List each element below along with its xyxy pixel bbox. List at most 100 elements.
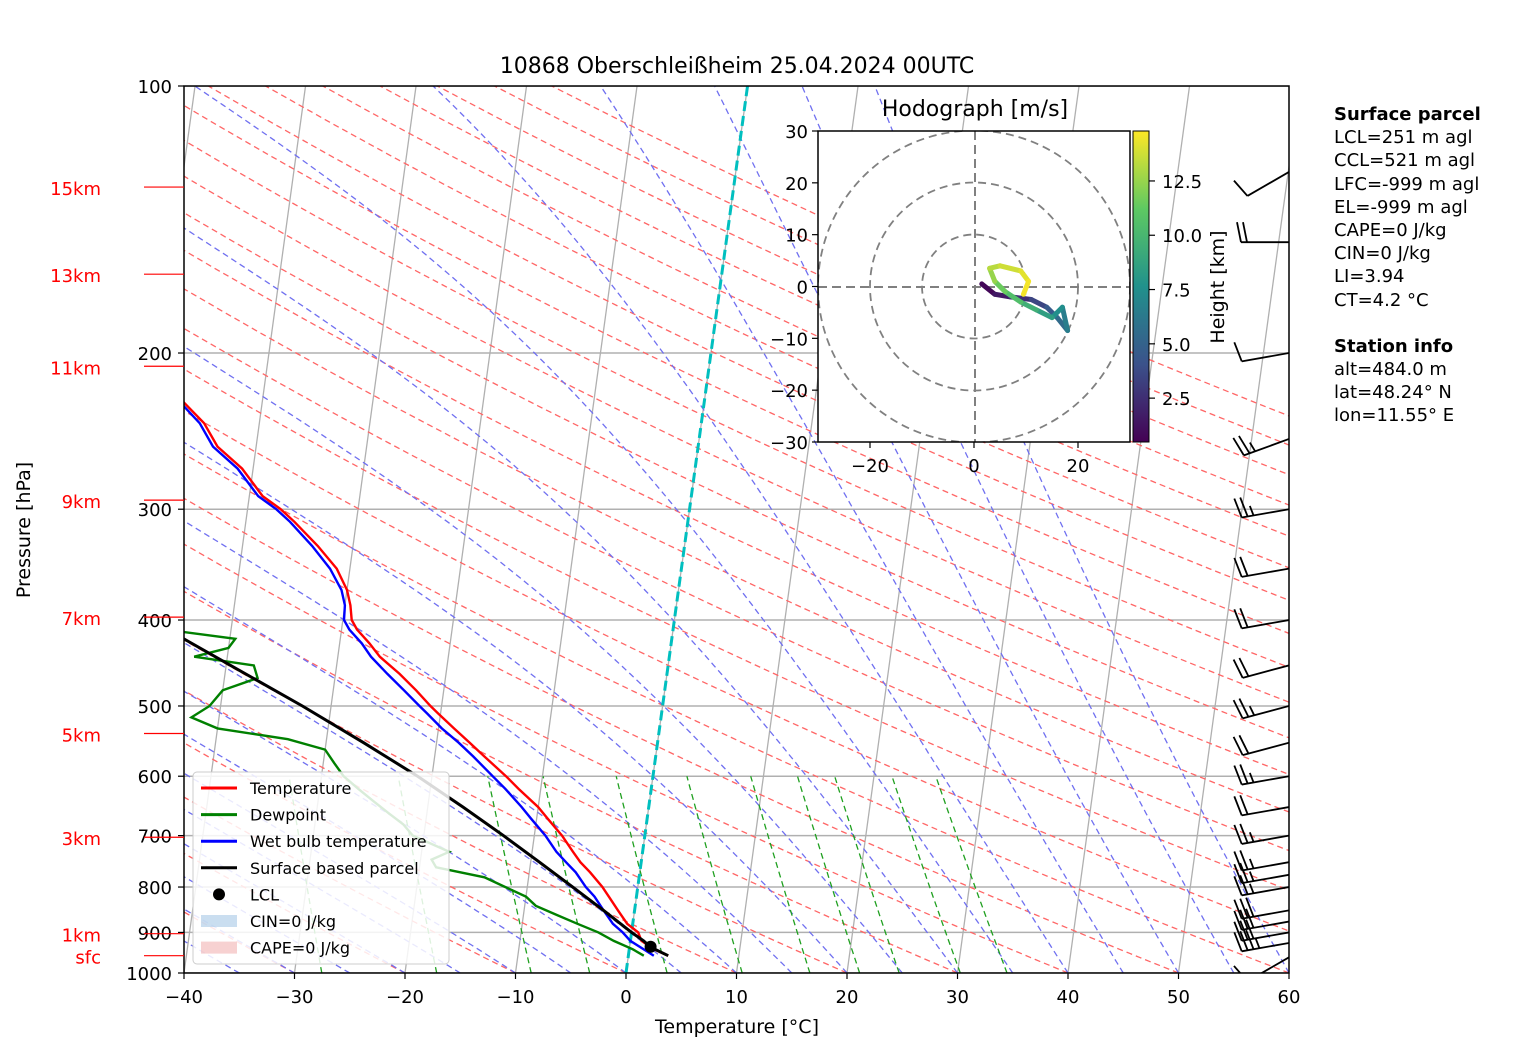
hodograph-x-ticks: −20 0 20 xyxy=(851,442,1089,477)
dry-adiabat xyxy=(184,288,1289,813)
hodograph-title: Hodograph [m/s] xyxy=(882,97,1068,122)
hodograph-segment xyxy=(1059,304,1071,334)
wind-barb xyxy=(1233,956,1289,973)
legend-label: CAPE=0 J/kg xyxy=(250,939,350,958)
wind-barb xyxy=(1232,698,1289,720)
barb-staff xyxy=(1241,834,1289,845)
wind-barb xyxy=(1232,734,1289,756)
dry-adiabat xyxy=(184,212,1289,739)
barb-flag xyxy=(1233,876,1243,896)
parcel-li: LI=3.94 xyxy=(1334,266,1405,288)
mixing-ratio-line xyxy=(834,776,900,973)
wind-barb xyxy=(1233,171,1289,197)
barb-flag xyxy=(1233,965,1242,973)
moist-adiabat xyxy=(184,641,682,973)
height-marker-label: sfc xyxy=(75,948,101,969)
dry-adiabat xyxy=(184,249,1289,776)
dry-adiabat xyxy=(184,175,1289,703)
wind-barb xyxy=(1233,607,1289,630)
dry-adiabat xyxy=(184,327,1289,852)
barb-flag xyxy=(1238,698,1250,718)
moist-adiabat xyxy=(184,908,295,973)
barb-staff xyxy=(1242,664,1289,679)
moist-adiabat xyxy=(184,690,627,973)
hodograph-y-tick-label: −30 xyxy=(770,433,808,454)
barb-flag xyxy=(1239,607,1249,628)
moist-adiabat xyxy=(184,520,793,973)
moist-adiabat xyxy=(874,86,1289,973)
height-marker-label: 11km xyxy=(50,358,101,379)
barb-half-flag xyxy=(1249,871,1255,882)
barb-staff xyxy=(1241,861,1289,872)
info-spacer xyxy=(1334,312,1481,335)
legend-label: Dewpoint xyxy=(250,806,326,825)
moist-adiabat xyxy=(432,86,1069,973)
wet-bulb-line xyxy=(184,404,655,957)
x-tick-label: −40 xyxy=(165,987,203,1008)
barb-flag xyxy=(1233,796,1243,816)
y-tick-label: 500 xyxy=(138,697,172,718)
dry-adiabat xyxy=(436,86,1289,476)
station-info-heading: Station info xyxy=(1334,335,1454,357)
legend-swatch xyxy=(201,941,237,954)
moist-adiabat xyxy=(184,586,737,973)
barb-staff xyxy=(1241,873,1289,885)
barb-half-flag xyxy=(1249,883,1255,894)
hodograph-trace xyxy=(979,263,1071,334)
legend-label: Surface based parcel xyxy=(250,859,419,878)
wind-barb xyxy=(1233,764,1289,786)
height-marker-label: 15km xyxy=(50,179,101,200)
barb-half-flag xyxy=(1249,772,1255,783)
dry-adiabat xyxy=(184,497,1179,973)
hodograph-y-tick-label: −20 xyxy=(770,381,808,402)
barb-staff xyxy=(1243,438,1289,457)
chart-title: 10868 Oberschleißheim 25.04.2024 00UTC xyxy=(500,54,975,79)
barb-flag xyxy=(1238,734,1250,754)
surface-parcel-heading: Surface parcel xyxy=(1334,104,1481,125)
barb-flag xyxy=(1233,899,1243,920)
barb-flag xyxy=(1239,556,1249,577)
x-tick-label: −30 xyxy=(276,987,314,1008)
barb-flag xyxy=(1239,823,1249,844)
barb-half-flag xyxy=(1249,442,1256,452)
legend-label: Temperature xyxy=(249,779,351,798)
barb-half-flag xyxy=(1249,505,1255,516)
hodograph-y-tick-label: 30 xyxy=(785,122,808,143)
height-marker-label: 9km xyxy=(62,492,101,513)
x-tick-label: 50 xyxy=(1167,987,1190,1008)
isotherm-line xyxy=(1067,86,1191,973)
height-marker-label: 1km xyxy=(62,926,101,947)
parcel-info-panel: Surface parcel LCL=251 m agl CCL=521 m a… xyxy=(1334,103,1481,428)
barb-flag xyxy=(1233,180,1249,197)
wind-barb xyxy=(1233,823,1289,845)
barb-flag xyxy=(1239,850,1249,870)
wind-barb xyxy=(1233,850,1289,872)
barb-flag xyxy=(1233,931,1243,952)
mixing-ratio-line xyxy=(487,776,532,973)
wind-barb xyxy=(1236,222,1289,244)
colorbar-ticks: 2.5 5.0 7.5 10.0 12.5 xyxy=(1149,172,1202,410)
y-tick-label: 300 xyxy=(138,500,172,521)
mixing-ratio-line xyxy=(615,776,668,973)
wind-barb xyxy=(1233,497,1289,519)
moist-adiabat xyxy=(194,86,1014,973)
hodograph-segment xyxy=(1033,307,1055,321)
legend-label: CIN=0 J/kg xyxy=(250,912,336,931)
barb-flag xyxy=(1239,875,1249,895)
moist-adiabat xyxy=(184,441,848,973)
wind-barb xyxy=(1233,556,1289,578)
mixing-ratio-lines xyxy=(288,775,1008,973)
x-tick-label: 20 xyxy=(836,987,859,1008)
hodograph-inset: Hodograph [m/s] −20 0 20 3020100−10−20−30 … xyxy=(770,97,1229,477)
wind-barbs xyxy=(1232,171,1289,973)
mixing-ratio-line xyxy=(750,776,811,973)
barb-half-flag xyxy=(1254,938,1261,949)
barb-staff xyxy=(1241,508,1289,519)
barb-flag xyxy=(1233,557,1243,578)
wind-barb xyxy=(1233,897,1289,920)
temperature-line xyxy=(184,400,669,957)
barb-staff xyxy=(1241,775,1289,786)
barb-staff xyxy=(1242,705,1289,720)
barb-staff xyxy=(1241,352,1289,363)
